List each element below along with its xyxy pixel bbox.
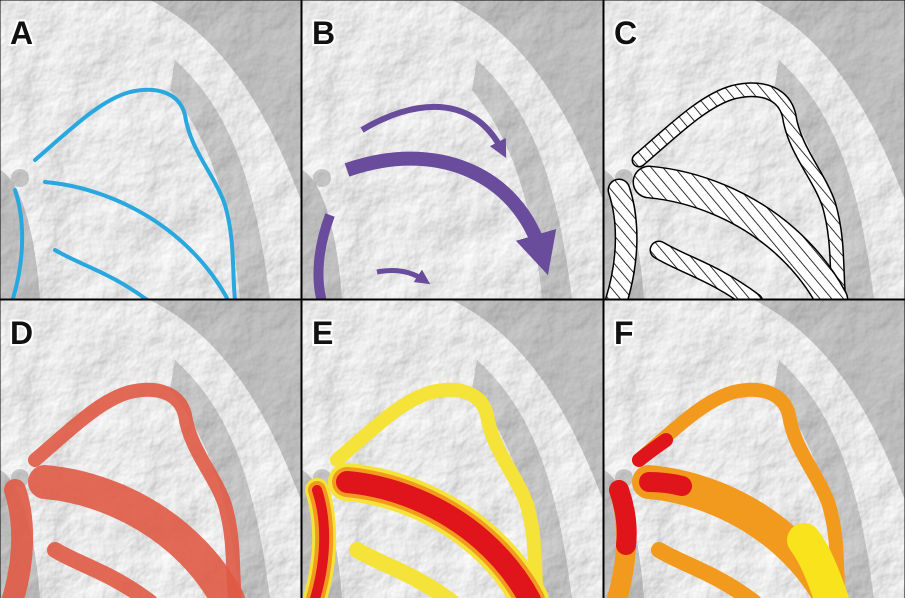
terrain [302, 0, 603, 299]
panel-label: F [614, 315, 634, 351]
panel-map [604, 300, 905, 598]
panel-map [0, 300, 301, 598]
panel-label: A [10, 15, 33, 51]
panel-map [0, 0, 301, 302]
overlay [616, 190, 626, 302]
panel-label: D [10, 315, 33, 351]
panel-map [302, 300, 603, 598]
overlay [12, 490, 22, 598]
panel: A [0, 0, 301, 302]
panel: B [302, 0, 603, 302]
panel: C [604, 0, 905, 302]
overlay [649, 482, 682, 486]
panel-map [604, 0, 905, 302]
panel-label: C [614, 15, 637, 51]
panel: F [604, 300, 905, 598]
overlay [619, 490, 627, 545]
panel: E [302, 300, 603, 598]
panel: D [0, 300, 301, 598]
figure: A B C D E F [0, 0, 905, 598]
panel-label: B [312, 15, 335, 51]
panel-label: E [312, 315, 333, 351]
panel-map [302, 0, 603, 302]
